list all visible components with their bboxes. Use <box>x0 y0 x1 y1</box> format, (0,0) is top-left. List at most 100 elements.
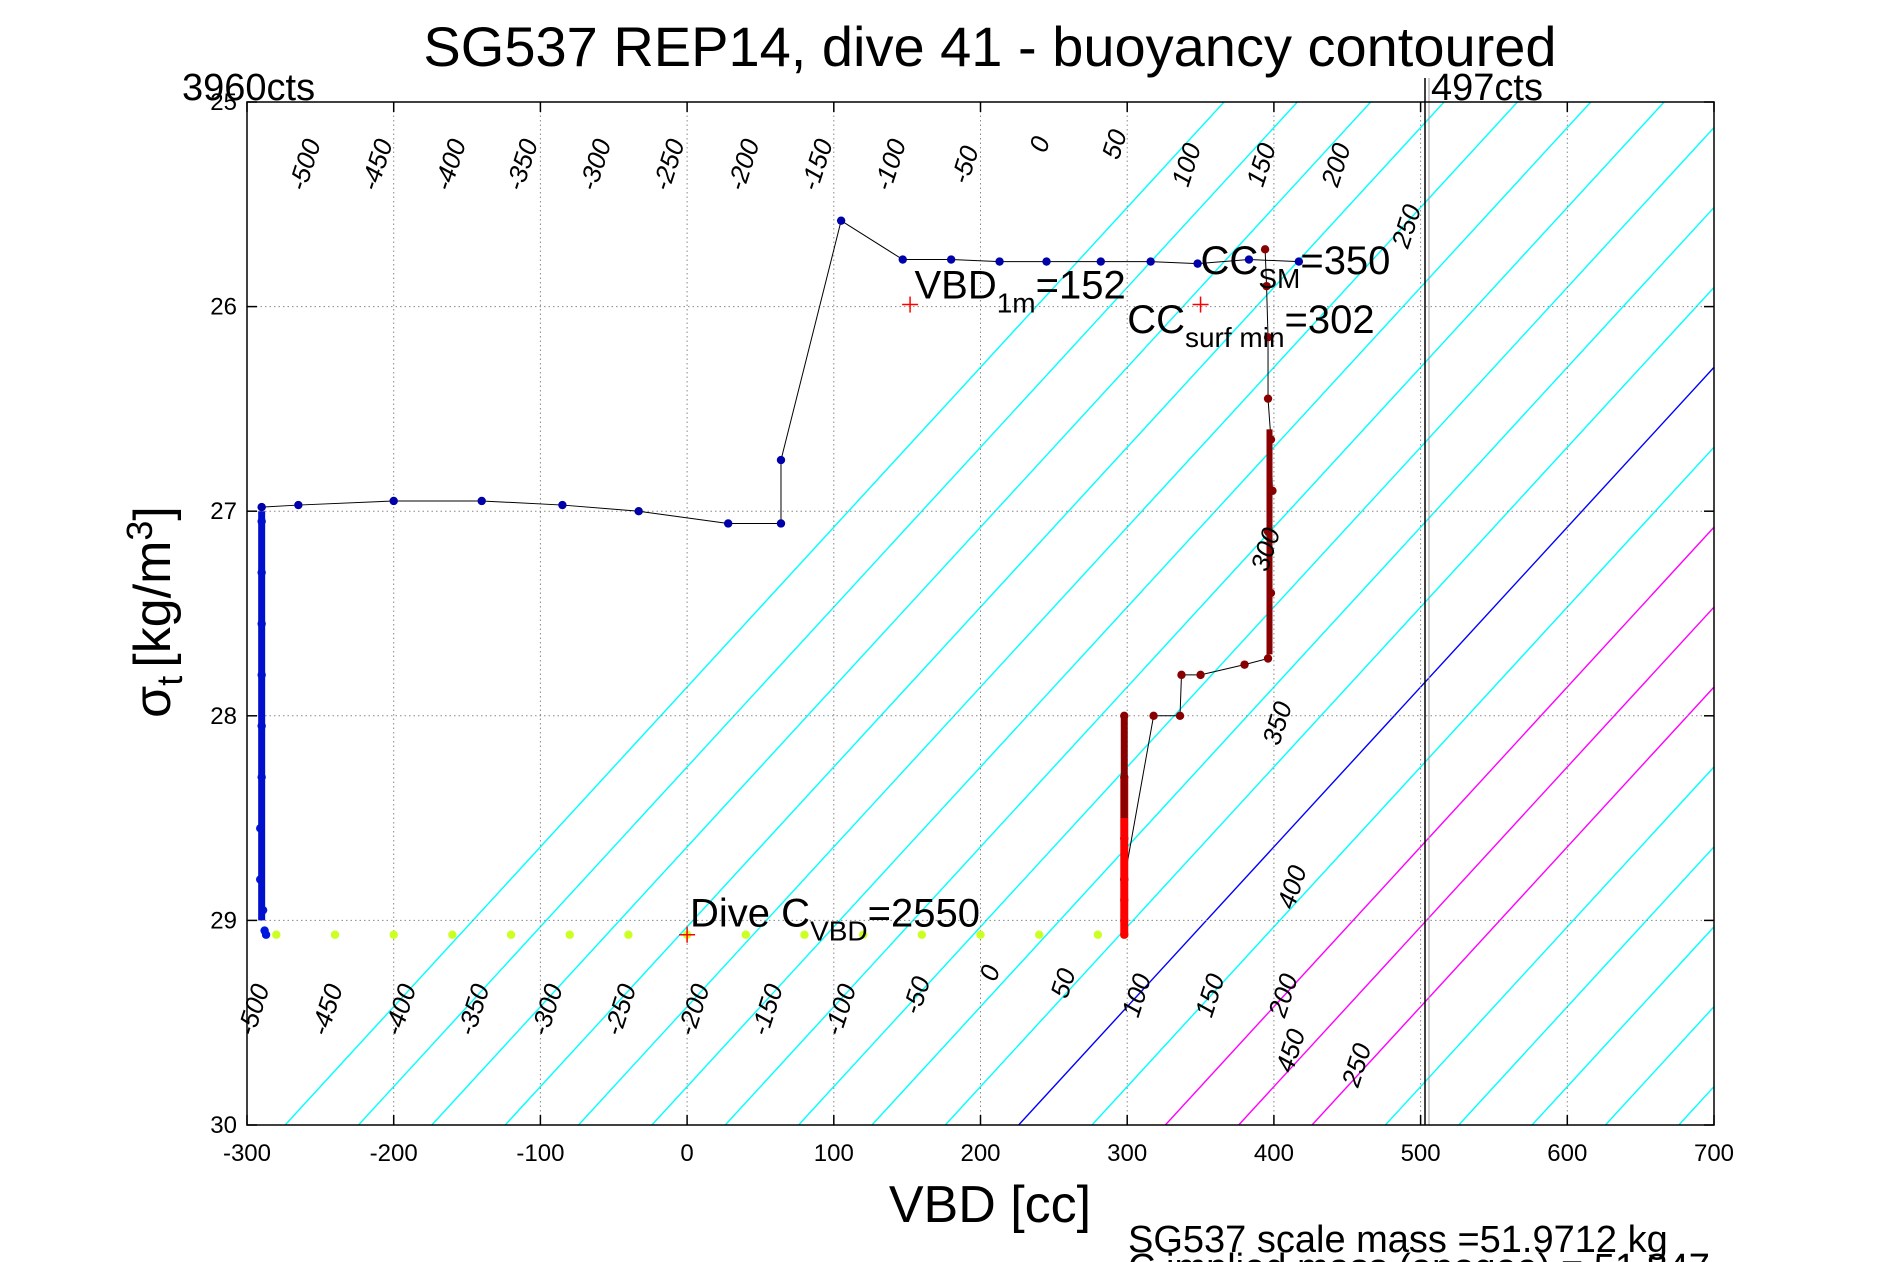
annotation: CCSM=350 <box>1201 239 1391 294</box>
contour-label: -350 <box>499 135 544 194</box>
trace-point <box>1096 257 1105 266</box>
contour-line <box>578 102 1518 1125</box>
contour-line <box>1825 102 1891 1125</box>
x-tick-label: 500 <box>1401 1140 1441 1167</box>
contour-label: 450 <box>1269 1025 1311 1076</box>
contour-line <box>1238 606 1714 1125</box>
contour-label: -300 <box>524 980 569 1039</box>
x-tick-label: 100 <box>814 1140 854 1167</box>
contour-label: -100 <box>818 980 863 1039</box>
trace-point <box>741 930 750 939</box>
contour-label: -200 <box>671 980 716 1039</box>
contour-label: -250 <box>646 135 691 194</box>
y-tick-label: 27 <box>210 498 237 525</box>
contour-line <box>944 286 1714 1125</box>
trace-point <box>624 930 633 939</box>
trace-point <box>261 930 271 939</box>
trace-point <box>1263 654 1273 663</box>
trace-point <box>1093 930 1103 939</box>
trace-point <box>272 930 281 939</box>
footer-line-2: C implied mass (apogee) = 51.847 <box>1128 1247 1710 1262</box>
contour-line <box>1164 526 1714 1125</box>
trace-point <box>776 519 786 528</box>
trace-point <box>634 507 643 516</box>
trace-point <box>858 930 868 939</box>
y-tick-label: 30 <box>210 1112 237 1139</box>
trace-point <box>917 930 927 939</box>
apogee-line <box>1424 78 1430 1125</box>
contour-label: 250 <box>1335 1039 1377 1091</box>
y-axis-label-unit: [kg/m <box>124 541 182 668</box>
contour-label: -250 <box>598 980 643 1039</box>
trace-point <box>294 500 303 510</box>
x-tick-label: -200 <box>370 1140 418 1167</box>
y-tick-label: 29 <box>210 907 237 934</box>
contour-line <box>1384 765 1714 1125</box>
contour-line <box>724 102 1665 1125</box>
contour-label: 200 <box>1314 139 1356 191</box>
contour-label: 150 <box>1240 139 1282 190</box>
x-tick-label: 0 <box>680 1140 693 1167</box>
trace-point <box>1262 281 1271 291</box>
trace-point <box>1240 660 1249 669</box>
corner-label-right: 497cts <box>1431 67 1543 109</box>
contour-label: -450 <box>354 135 399 194</box>
contour-line <box>284 102 1225 1125</box>
svg-text:σt[kg/m3]: σt [kg/m3] <box>119 506 190 718</box>
contour-label: -150 <box>744 980 789 1039</box>
y-axis-label-symbol: σ <box>124 686 182 718</box>
trace-point <box>1260 245 1270 254</box>
contour-line <box>871 206 1714 1125</box>
trace-point <box>1149 711 1158 720</box>
trace-point <box>565 930 574 939</box>
y-tick-label: 26 <box>210 294 237 321</box>
x-axis-label: VBD [cc] <box>889 1176 1091 1234</box>
axes: -300 -200 -100 0 100 200 300 400 500 600 700252627… <box>210 89 1734 1167</box>
contour-line <box>651 102 1592 1125</box>
contour-line <box>1311 685 1714 1125</box>
trace-point <box>946 255 956 264</box>
footer-line-1: SG537 scale mass =51.9712 kg <box>1128 1219 1668 1261</box>
trace-point <box>776 455 786 465</box>
y-tick-label: 28 <box>210 703 237 730</box>
trace-line <box>261 219 1299 524</box>
y-axis-label-sub: t <box>149 676 190 686</box>
contour-label: 350 <box>1256 697 1298 748</box>
contour-line <box>357 102 1298 1125</box>
y-axis-label-sup: 3 <box>119 521 160 541</box>
contour-label: 400 <box>1271 861 1313 912</box>
trace-point <box>995 257 1004 266</box>
corner-label-left: 3960cts <box>182 67 315 109</box>
buoyancy-contours <box>284 102 1891 1125</box>
trace-point <box>330 930 340 939</box>
trace-point <box>836 216 846 225</box>
contour-label: -400 <box>427 135 472 194</box>
contour-line <box>1678 1085 1714 1125</box>
contour-line <box>431 102 1372 1125</box>
contour-label: -150 <box>794 135 839 194</box>
contour-line <box>1604 1005 1714 1125</box>
trace-point <box>800 930 809 939</box>
contour-line <box>1018 366 1714 1125</box>
x-tick-label: 200 <box>960 1140 1000 1167</box>
trace-point <box>558 500 567 510</box>
trace-point <box>1042 257 1051 266</box>
chart-title: SG537 REP14, dive 41 - buoyancy contoure… <box>423 15 1556 78</box>
trace-point <box>1193 259 1202 268</box>
contour-label: 100 <box>1115 970 1157 1021</box>
trace-point <box>723 519 733 528</box>
contour-label: 100 <box>1165 139 1207 190</box>
contour-line <box>1458 845 1714 1125</box>
contour-label: 300 <box>1244 524 1286 575</box>
contour-label: 0 <box>973 961 1006 985</box>
trace-point <box>1196 670 1205 680</box>
trace-point <box>1244 255 1254 264</box>
trace-point <box>1034 930 1044 939</box>
y-tick-label: 25 <box>210 89 237 116</box>
trace-point <box>448 930 457 939</box>
annotation: Dive CVBD=2550 <box>690 892 980 947</box>
y-axis-label: σt [kg/m3] <box>119 506 190 718</box>
trace-point <box>389 930 398 939</box>
dive-trace <box>256 216 1304 939</box>
contour-label: 200 <box>1262 970 1304 1022</box>
